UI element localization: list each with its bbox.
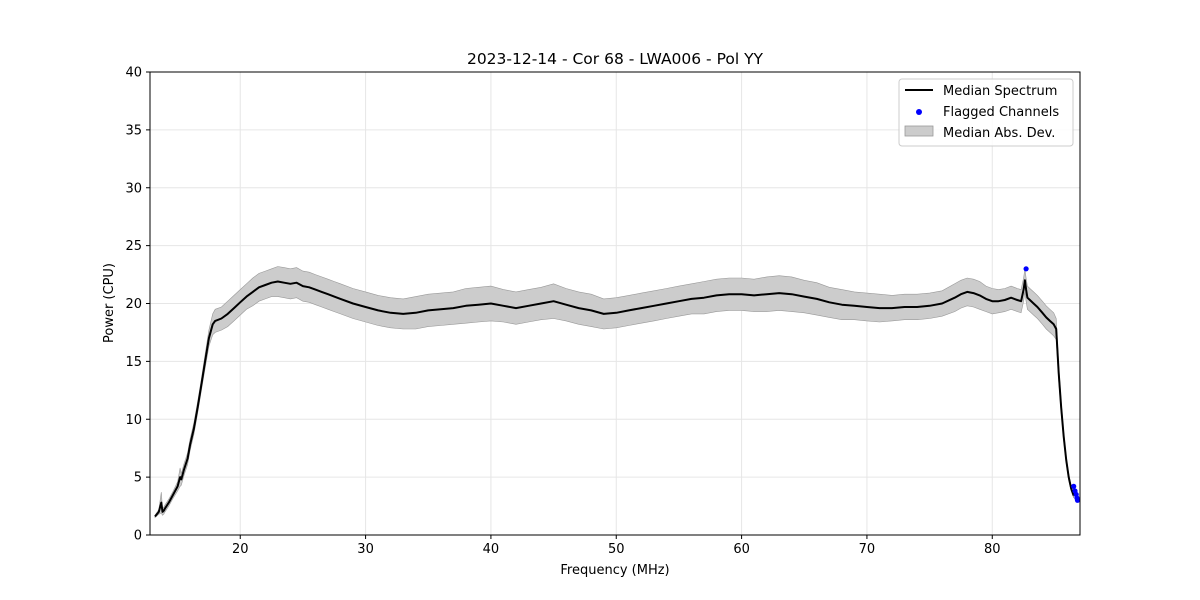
y-tick-label: 10 xyxy=(125,413,142,428)
x-tick-label: 20 xyxy=(232,542,249,557)
legend: Median Spectrum Flagged Channels Median … xyxy=(898,78,1074,147)
x-tick-label: 40 xyxy=(483,542,500,557)
median-spectrum-line xyxy=(154,279,1075,518)
legend-label-median: Median Spectrum xyxy=(943,84,1057,99)
flagged-channel-point xyxy=(1071,483,1077,489)
x-axis-label: Frequency (MHz) xyxy=(560,563,669,578)
y-tick-label: 25 xyxy=(125,239,142,254)
mad-band-layer xyxy=(154,266,1074,519)
chart-title: 2023-12-14 - Cor 68 - LWA006 - Pol YY xyxy=(467,50,764,68)
x-axis-ticks: 20 30 40 50 60 70 80 xyxy=(232,535,1001,557)
x-tick-label: 50 xyxy=(608,542,625,557)
y-tick-label: 15 xyxy=(125,355,142,370)
median-abs-dev-band xyxy=(154,266,1074,519)
flagged-channel-point xyxy=(1023,266,1029,272)
legend-dot-swatch xyxy=(916,109,922,115)
flagged-points-layer xyxy=(1023,266,1081,503)
y-tick-label: 0 xyxy=(134,529,142,544)
legend-box xyxy=(898,78,1074,147)
x-tick-label: 70 xyxy=(859,542,876,557)
y-tick-label: 5 xyxy=(134,471,142,486)
flagged-channel-point xyxy=(1074,497,1081,503)
median-line-layer xyxy=(154,279,1075,518)
x-tick-label: 80 xyxy=(984,542,1001,557)
y-axis-label: Power (CPU) xyxy=(102,263,117,343)
x-tick-label: 60 xyxy=(733,542,750,557)
y-tick-label: 20 xyxy=(125,297,142,312)
y-axis-ticks: 0 5 10 15 20 25 30 35 40 xyxy=(125,66,150,544)
x-tick-label: 30 xyxy=(357,542,374,557)
legend-band-swatch xyxy=(904,125,934,137)
legend-label-flagged: Flagged Channels xyxy=(943,105,1059,120)
y-tick-label: 35 xyxy=(125,123,142,138)
y-tick-label: 40 xyxy=(125,66,142,81)
legend-label-mad: Median Abs. Dev. xyxy=(943,126,1055,141)
y-tick-label: 30 xyxy=(125,181,142,196)
